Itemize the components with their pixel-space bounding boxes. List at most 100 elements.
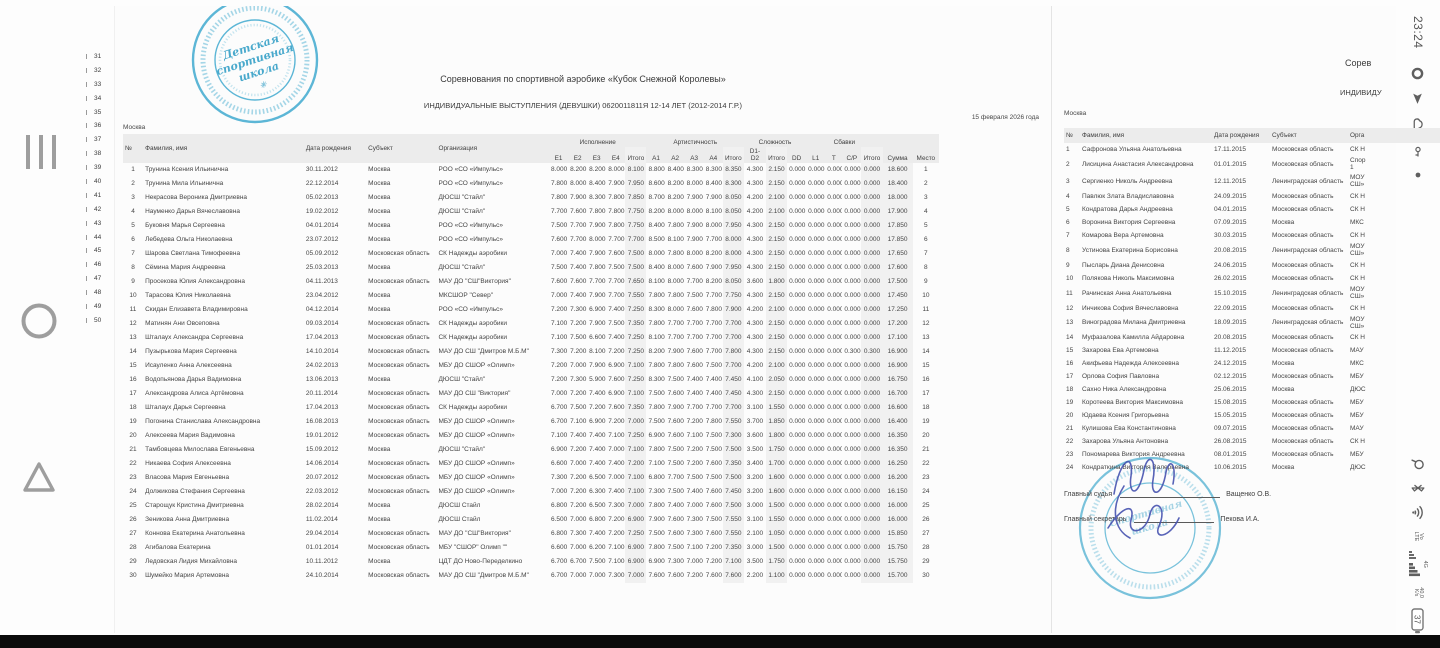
- back-button[interactable]: [21, 460, 57, 497]
- cell: 7.400: [570, 432, 587, 440]
- cell: 0.000: [808, 460, 825, 468]
- page-edge-number: 33: [86, 80, 116, 89]
- cell: 0.000: [789, 460, 806, 468]
- cell: 0.000: [844, 474, 861, 482]
- cell: 20.07.2012: [305, 474, 339, 482]
- cell: 2.150: [765, 289, 788, 303]
- cell: Москва: [368, 180, 391, 188]
- cell: Москва: [1272, 360, 1295, 368]
- recents-button[interactable]: [24, 134, 58, 173]
- cell: 7.500: [667, 544, 684, 552]
- column-header: L1: [806, 147, 826, 163]
- document-page-left[interactable]: Детская спортивная школа ✳ Соревнования …: [114, 6, 1051, 633]
- cell: Трунина Мила Ильинична: [145, 180, 224, 188]
- cell: 8.050: [722, 275, 744, 289]
- cell: МОУ СШ»: [1350, 285, 1365, 301]
- cell: 7.700: [551, 208, 568, 216]
- cell: 0.000: [861, 303, 883, 317]
- cell: 7.350: [722, 457, 744, 471]
- cell: 7: [1066, 231, 1070, 239]
- cell: 8: [131, 264, 135, 272]
- cell: 7.400: [570, 292, 587, 300]
- cell: 23: [1066, 451, 1074, 459]
- cell: 16.350: [882, 443, 913, 457]
- tick-mark: [86, 206, 87, 212]
- cell: 7.200: [686, 446, 703, 454]
- cell: Акифьева Надежда Алексеевна: [1082, 360, 1179, 368]
- cell: 7.100: [648, 460, 665, 468]
- table-row: 15 Исауленко Анна Алексеевна 24.02.2013 Мос…: [123, 359, 939, 373]
- cell: 7.700: [705, 320, 722, 328]
- cell: 24: [922, 488, 930, 496]
- cell: 04.01.2014: [305, 222, 339, 230]
- cell: 18: [922, 404, 930, 412]
- cell: 30: [922, 572, 930, 580]
- page-edge-number: 38: [86, 149, 116, 158]
- cell: 0.000: [827, 460, 843, 468]
- cell: Московская область: [368, 278, 430, 286]
- cell: 2.150: [765, 247, 788, 261]
- cell: 7.500: [608, 264, 625, 272]
- cell: 17.850: [882, 219, 913, 233]
- cell: 0.000: [827, 530, 843, 538]
- cell: 7.500: [625, 247, 647, 261]
- table-row: 29 Ледовская Лидия Михайловна 10.11.2012 Мо…: [123, 555, 939, 569]
- cell: 0.000: [827, 292, 843, 300]
- cell: 23: [922, 474, 930, 482]
- date-label: 15 февраля 2026 года: [971, 114, 1039, 121]
- cell: 0.000: [844, 516, 861, 524]
- home-button[interactable]: [20, 302, 58, 343]
- tick-mark: [86, 234, 87, 240]
- cell: 7.800: [722, 345, 744, 359]
- cell: МАУ ДО "СШ"Виктория": [438, 530, 511, 538]
- cell: 7.450: [722, 373, 744, 387]
- cell: 16.350: [882, 429, 913, 443]
- cell: 7.400: [705, 390, 722, 398]
- cell: 0.000: [861, 513, 883, 527]
- cell: Московская область: [1272, 145, 1334, 153]
- cell: 8.300: [686, 166, 703, 174]
- school-stamp-icon: Спортивная школа: [1078, 456, 1222, 600]
- row-number: 43: [94, 219, 102, 227]
- cell: 7.100: [686, 544, 703, 552]
- cell: 7.700: [570, 236, 587, 244]
- cell: 12: [922, 320, 930, 328]
- cell: 7.800: [667, 222, 684, 230]
- table-row: 24 Кондраткина Виктория Валерьевна 10.06.2…: [1064, 462, 1440, 475]
- cell: 3.100: [746, 516, 764, 524]
- cell: 0.000: [827, 222, 843, 230]
- cell: 0.000: [789, 320, 806, 328]
- cell: 18.000: [882, 191, 913, 205]
- cell: 7.250: [625, 331, 647, 345]
- cell: 6.800: [589, 516, 606, 524]
- cell: 8.700: [648, 194, 665, 202]
- results-table: № Фамилия, имя Дата рождения Субъект Организ…: [123, 134, 939, 583]
- table-row: 20 Алексеева Мария Вадимовна 19.01.2012 Мос…: [123, 429, 939, 443]
- cell: 1.550: [765, 401, 788, 415]
- cell: 1: [924, 166, 928, 174]
- cell: 25.06.2015: [1214, 386, 1247, 394]
- cell: 7.300: [686, 530, 703, 538]
- cell: Кондратова Дарья Андреевна: [1082, 205, 1173, 213]
- cell: 0.000: [789, 362, 806, 370]
- cell: 8.000: [722, 247, 744, 261]
- cell: 0.000: [844, 222, 861, 230]
- column-header: A3: [684, 147, 704, 163]
- cell: 0.000: [789, 418, 806, 426]
- cell: 28: [922, 544, 930, 552]
- cell: 0.000: [844, 264, 861, 272]
- cell: 16.900: [882, 345, 913, 359]
- cell: 0.000: [808, 278, 825, 286]
- cell: 20: [1066, 412, 1074, 420]
- cell: 0.000: [808, 544, 825, 552]
- page-edge-number: 36: [86, 121, 116, 130]
- cell: 7.600: [667, 390, 684, 398]
- cell: Сафронова Ульяна Анатольевна: [1082, 145, 1182, 153]
- vpn-key-icon: [1413, 146, 1423, 158]
- cell: Ледовская Лидия Михайловна: [145, 558, 238, 566]
- cell: 0.000: [808, 404, 825, 412]
- cell: 6.900: [589, 418, 606, 426]
- cell: 11: [129, 306, 137, 314]
- document-page-right[interactable]: Сорев ИНДИВИДУ Москва № Фамилия, имя Дата …: [1051, 6, 1440, 633]
